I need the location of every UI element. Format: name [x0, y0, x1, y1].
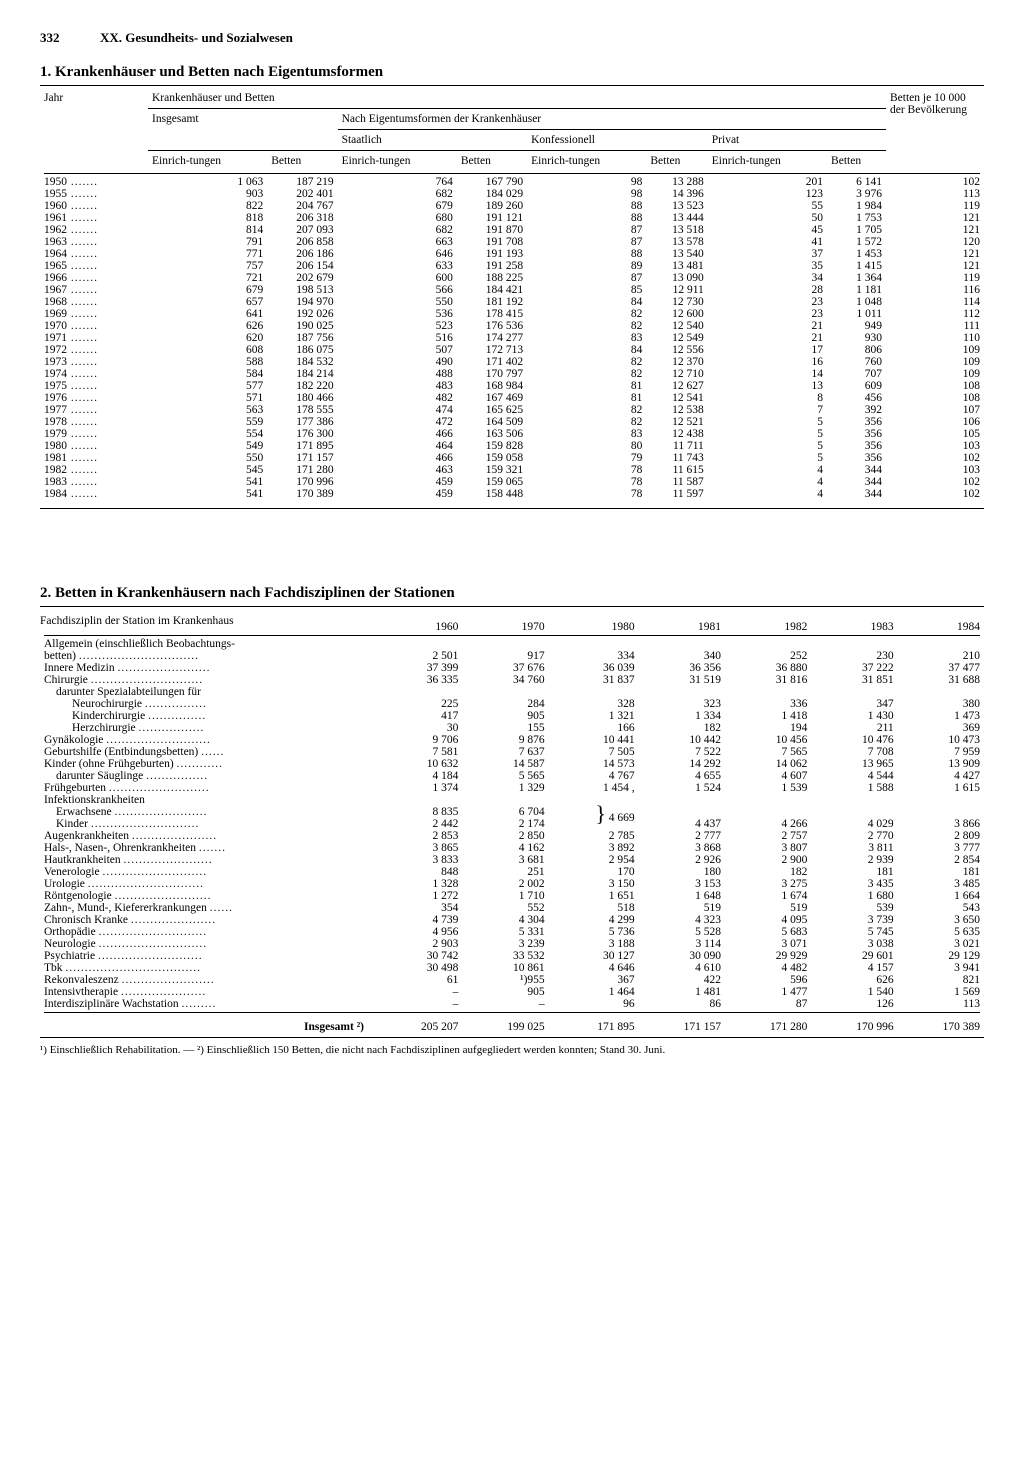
sub-betten: Betten [646, 151, 707, 172]
t2-label: Fachdisziplin der Station im Krankenhaus [40, 609, 376, 633]
sub-einr: Einrich-tungen [527, 151, 646, 172]
col-nach: Nach Eigentumsformen der Krankenhäuser [338, 109, 886, 130]
sub-betten: Betten [457, 151, 527, 172]
table-row: darunter Spezialabteilungen für [40, 686, 984, 698]
col-insgesamt: Insgesamt [148, 109, 338, 151]
table-row: Urologie ..............................1… [40, 878, 984, 890]
table-row: Interdisziplinäre Wachstation .........–… [40, 998, 984, 1010]
table-row: Orthopädie ............................4… [40, 926, 984, 938]
table2: Fachdisziplin der Station im Krankenhaus… [40, 609, 984, 1033]
table-row: 1978559177 386472164 5098212 5215356106 [40, 416, 984, 428]
table-row: Neurochirurgie ................225284328… [40, 698, 984, 710]
col-privat: Privat [708, 130, 886, 151]
sub-einr: Einrich-tungen [338, 151, 457, 172]
table-row: Augenkrankheiten ......................2… [40, 830, 984, 842]
table-row: Herzchirurgie .................301551661… [40, 722, 984, 734]
table-row: Gynäkologie ...........................9… [40, 734, 984, 746]
chapter-title: XX. Gesundheits- und Sozialwesen [100, 30, 293, 46]
table-row: 1965757206 154633191 2588913 481351 4151… [40, 260, 984, 272]
table2-title: 2. Betten in Krankenhäusern nach Fachdis… [40, 585, 984, 602]
col-jahr: Jahr [40, 88, 148, 171]
table-row: 1984541170 389459158 4487811 5974344102 [40, 488, 984, 500]
table-row: Tbk ...................................3… [40, 962, 984, 974]
page-header: 332 XX. Gesundheits- und Sozialwesen [40, 30, 984, 46]
table-row: 1972608186 075507172 7138412 55617806109 [40, 344, 984, 356]
sub-betten: Betten [827, 151, 886, 172]
table-row: 1970626190 025523176 5368212 54021949111 [40, 320, 984, 332]
table-row: 1962814207 093682191 8708713 518451 7051… [40, 224, 984, 236]
table-row: Chronisch Kranke ......................4… [40, 914, 984, 926]
table-row: Allgemein (einschließlich Beobachtungs- [40, 638, 984, 650]
table-row: 1966721202 679600188 2258713 090341 3641… [40, 272, 984, 284]
col-bettenpop: Betten je 10 000 der Bevölkerung [886, 88, 984, 171]
table-row: Venerologie ...........................8… [40, 866, 984, 878]
table-row: 1976571180 466482167 4698112 5418456108 [40, 392, 984, 404]
table-row: Röntgenologie .........................1… [40, 890, 984, 902]
table-row: Intensivtherapie ......................–… [40, 986, 984, 998]
col-staatlich: Staatlich [338, 130, 528, 151]
table1: Jahr Krankenhäuser und Betten Betten je … [40, 88, 984, 500]
table-row: Psychiatrie ...........................3… [40, 950, 984, 962]
table-row: 1975577182 220483168 9848112 62713609108 [40, 380, 984, 392]
sub-betten: Betten [267, 151, 337, 172]
table-row: 1961818206 318680191 1218813 444501 7531… [40, 212, 984, 224]
page-number: 332 [40, 30, 100, 46]
table-row: Zahn-, Mund-, Kiefererkrankungen ......3… [40, 902, 984, 914]
t2-total-row: Insgesamt ²) 205 207 199 025 171 895 171… [40, 1015, 984, 1033]
table-row: 1982545171 280463159 3217811 6154344103 [40, 464, 984, 476]
table-row: 1983541170 996459159 0657811 5874344102 [40, 476, 984, 488]
table-row: 1963791206 858663191 7088713 578411 5721… [40, 236, 984, 248]
sub-einr: Einrich-tungen [148, 151, 267, 172]
table-row: 1971620187 756516174 2778312 54921930110 [40, 332, 984, 344]
table-row: Hals-, Nasen-, Ohrenkrankheiten .......3… [40, 842, 984, 854]
table-row: Chirurgie .............................3… [40, 674, 984, 686]
table-row: Infektionskrankheiten [40, 794, 984, 806]
table-row: 1974584184 214488170 7978212 71014707109 [40, 368, 984, 380]
table-row: Hautkrankheiten .......................3… [40, 854, 984, 866]
table-row: 1977563178 555474165 6258212 5387392107 [40, 404, 984, 416]
footnotes: ¹) Einschließlich Rehabilitation. — ²) E… [40, 1044, 984, 1058]
table-row: Kinder (ohne Frühgeburten) ............1… [40, 758, 984, 770]
table-row: betten) ...............................2… [40, 650, 984, 662]
table-row: 19501 063187 219764167 7909813 2882016 1… [40, 176, 984, 188]
table-row: Frühgeburten ..........................1… [40, 782, 984, 794]
table-row: 1960822204 767679189 2608813 523551 9841… [40, 200, 984, 212]
table-row: darunter Säuglinge ................4 184… [40, 770, 984, 782]
table-row: 1955903202 401682184 0299814 3961233 976… [40, 188, 984, 200]
col-group: Krankenhäuser und Betten [148, 88, 886, 109]
table-row: 1964771206 186646191 1938813 540371 4531… [40, 248, 984, 260]
table-row: 1967679198 513566184 4218512 911281 1811… [40, 284, 984, 296]
col-konf: Konfessionell [527, 130, 708, 151]
table-row: Rekonvaleszenz ........................6… [40, 974, 984, 986]
table-row: 1981550171 157466159 0587911 7435356102 [40, 452, 984, 464]
table-row: 1973588184 532490171 4028212 37016760109 [40, 356, 984, 368]
table-row: Kinder ............................2 442… [40, 818, 984, 830]
table-row: Innere Medizin ........................3… [40, 662, 984, 674]
table1-title: 1. Krankenhäuser und Betten nach Eigentu… [40, 64, 984, 81]
table-row: Neurologie ............................2… [40, 938, 984, 950]
table-row: 1980549171 895464159 8288011 7115356103 [40, 440, 984, 452]
sub-einr: Einrich-tungen [708, 151, 827, 172]
table-row: 1968657194 970550181 1928412 730231 0481… [40, 296, 984, 308]
table-row: 1979554176 300466163 5068312 4385356105 [40, 428, 984, 440]
table-row: Erwachsene ........................8 835… [40, 806, 984, 818]
table-row: 1969641192 026536178 4158212 600231 0111… [40, 308, 984, 320]
table-row: Kinderchirurgie ...............4179051 3… [40, 710, 984, 722]
table-row: Geburtshilfe (Entbindungsbetten) ......7… [40, 746, 984, 758]
